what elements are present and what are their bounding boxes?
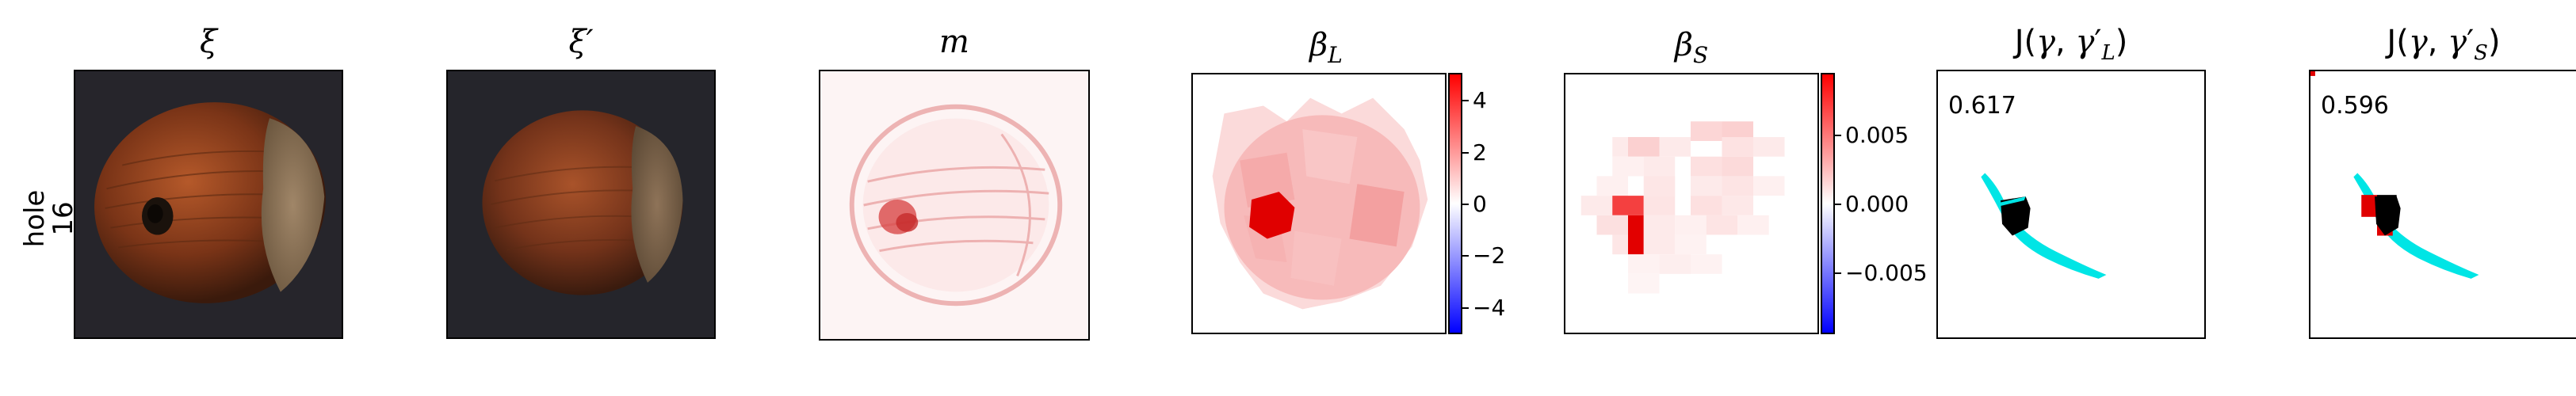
jaccard-score-s: 0.596 (2321, 92, 2389, 120)
panel-jaccard-s-mask (2309, 70, 2576, 339)
panel-title-beta-s: βS (1674, 27, 1709, 68)
hazelnut-image-reconstructed (448, 71, 714, 337)
panel-jaccard-l-mask (1936, 70, 2206, 339)
panel-title-beta-l: βL (1309, 27, 1343, 68)
colorbar-beta-l-tick: −4 (1473, 295, 1506, 321)
row-label-line1: hole (19, 189, 51, 248)
panel-xi-image (74, 70, 343, 339)
panel-beta-l-map (1191, 73, 1447, 334)
colorbar-beta-s-tick: −0.005 (1845, 260, 1928, 286)
colorbar-beta-l-tick: 0 (1473, 191, 1487, 217)
difference-map (820, 71, 1088, 339)
panel-title-jaccard-l: J(γ, γ′L) (2014, 24, 2128, 65)
colorbar-beta-s-tick: 0.000 (1845, 191, 1909, 217)
panel-xi-prime-image (446, 70, 716, 339)
jaccard-l-overlay (1938, 71, 2204, 337)
beta-l-superpixel-map (1193, 74, 1445, 333)
colorbar-beta-s-tick: 0.005 (1845, 122, 1909, 148)
jaccard-s-overlay (2310, 71, 2576, 337)
colorbar-beta-l-tick: 2 (1473, 139, 1487, 166)
jaccard-score-l: 0.617 (1948, 92, 2016, 120)
colorbar-beta-s (1821, 73, 1835, 334)
panel-title-jaccard-s: J(γ, γ′S) (2387, 24, 2501, 65)
row-label: hole 16 (2, 190, 79, 290)
beta-s-patch-map (1565, 74, 1817, 333)
panel-title-xi: ξ (199, 24, 218, 60)
colorbar-beta-l (1448, 73, 1462, 334)
colorbar-beta-l-tick: 4 (1473, 87, 1487, 113)
panel-beta-s-map (1564, 73, 1819, 334)
colorbar-beta-l-tick: −2 (1473, 242, 1506, 268)
panel-title-m: m (939, 24, 969, 60)
hazelnut-image-original (75, 71, 342, 337)
panel-m-map (819, 70, 1090, 341)
panel-title-xi-prime: ξ′ (568, 24, 594, 60)
